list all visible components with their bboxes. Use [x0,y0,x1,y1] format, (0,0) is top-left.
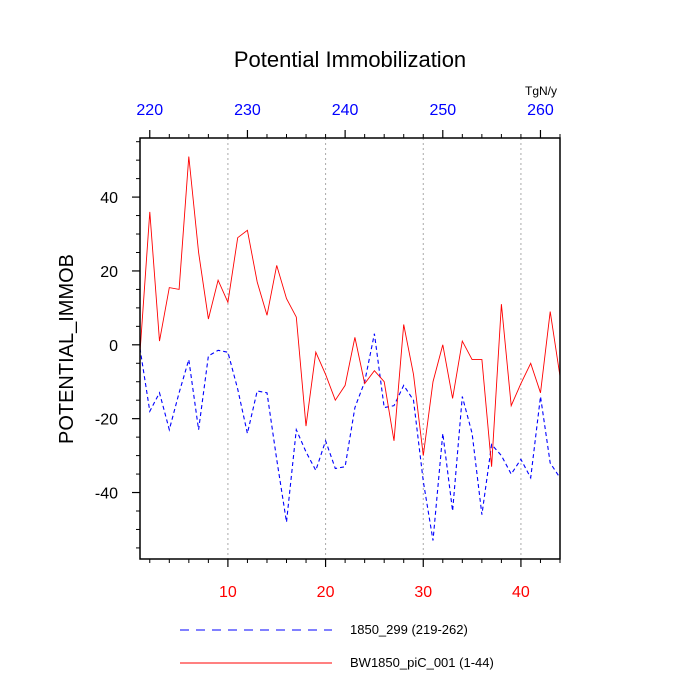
series-line-0 [140,333,560,541]
top-tick-label: 230 [234,102,261,119]
x-tick-label: 40 [512,584,530,601]
y-tick-label: -40 [95,486,118,503]
y-tick-label: 0 [109,338,118,355]
top-axis-units: TgN/y [525,84,557,98]
top-tick-label: 240 [332,102,359,119]
top-axis-tick-labels: 220 230 240 250 260 [136,102,553,119]
x-tick-label: 10 [219,584,237,601]
minor-ticks [136,134,561,563]
plot-frame [139,137,561,560]
major-ticks [132,130,542,567]
gridlines [227,138,522,559]
chart-title: Potential Immobilization [234,47,466,72]
top-tick-label: 260 [527,102,554,119]
legend-label: 1850_299 (219-262) [350,622,468,637]
series-layer [140,156,560,541]
top-tick-label: 220 [136,102,163,119]
series-line-1 [140,156,560,467]
y-tick-label: 40 [100,190,118,207]
y-axis-label: POTENTIAL_IMMOB [56,254,78,444]
top-tick-label: 250 [429,102,456,119]
y-axis-tick-labels: -40 -20 0 20 40 [95,190,118,502]
legend-label: BW1850_piC_001 (1-44) [350,655,494,670]
x-axis-tick-labels: 10 20 30 40 [219,584,530,601]
y-tick-label: -20 [95,412,118,429]
legend: 1850_299 (219-262) BW1850_piC_001 (1-44) [180,622,494,670]
x-tick-label: 20 [317,584,335,601]
y-tick-label: 20 [100,264,118,281]
x-tick-label: 30 [414,584,432,601]
